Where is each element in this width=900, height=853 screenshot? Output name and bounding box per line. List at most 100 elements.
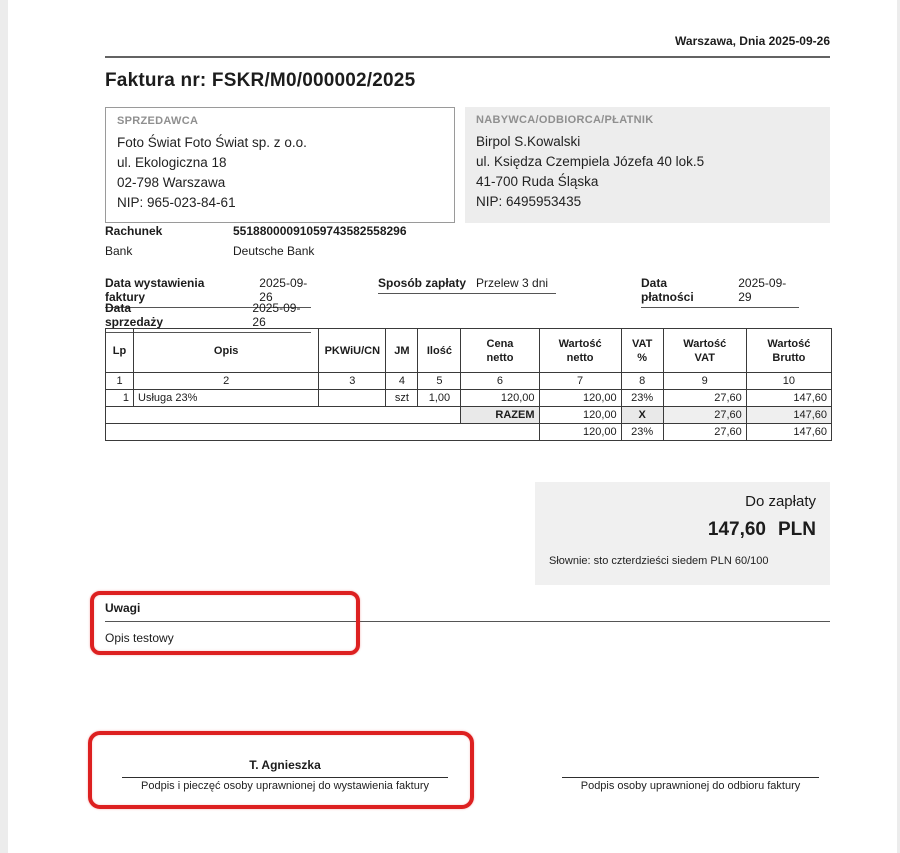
due-date-value: 2025-09-29 [738,276,787,304]
col-number: 8 [620,372,664,390]
amount-due: 147,60 PLN [549,519,816,541]
col-number: 2 [133,372,320,390]
notes-value: Opis testowy [105,631,174,645]
amount-due-label: Do zapłaty [745,493,816,510]
col-header-vat: VAT % [620,328,664,373]
receiver-signature-line [562,777,819,778]
breakdown-vat-rate: 23% [620,423,664,441]
col-number: 10 [745,372,833,390]
item-net-value: 120,00 [538,389,622,407]
col-header-jm: JM [385,328,419,373]
col-header-wartosc-brutto: Wartość Brutto [745,328,833,373]
issuer-signature-caption: Podpis i pieczęć osoby uprawnionej do wy… [141,780,429,792]
totals-vat-x: X [620,406,664,424]
issuer-signature-name: T. Agnieszka [249,758,321,772]
invoice-page: Warszawa, Dnia 2025-09-26 Faktura nr: FS… [8,0,897,853]
breakdown-vat-value: 27,60 [662,423,747,441]
col-header-wartosc-netto: Wartość netto [538,328,622,373]
vat-breakdown-spacer [105,423,540,441]
receiver-signature-spacer [562,753,819,777]
bank-name: Deutsche Bank [233,244,315,258]
bank-label: Bank [105,244,133,258]
issue-date-label: Data wystawienia faktury [105,276,205,304]
item-gross-value: 147,60 [745,389,833,407]
payment-method-label: Sposób zapłaty [378,276,467,290]
notes-label: Uwagi [105,601,830,622]
receiver-signature-block: Podpis osoby uprawnionej do odbioru fakt… [562,753,819,792]
col-number: 5 [417,372,462,390]
col-header-wartosc-vat: Wartość VAT [662,328,747,373]
item-pkwiu [318,389,387,407]
breakdown-gross-value: 147,60 [745,423,833,441]
sale-date-label: Data sprzedaży [105,301,164,329]
col-number: 7 [538,372,622,390]
col-number: 6 [460,372,540,390]
seller-nip: NIP: 965-023-84-61 [117,195,236,210]
sale-date-field: Data sprzedaży 2025-09-26 [105,301,311,333]
amount-due-currency: PLN [778,519,816,540]
col-header-opis: Opis [133,328,320,373]
bank-section: Rachunek 55188000091059743582558296 Bank… [105,224,407,264]
bank-name-row: Bank Deutsche Bank [105,244,407,258]
buyer-label: NABYWCA/ODBIORCA/PŁATNIK [476,114,654,126]
due-date-label: Data płatności [641,276,694,304]
buyer-street: ul. Księdza Czempiela Józefa 40 lok.5 [476,154,705,169]
col-header-lp: Lp [104,328,135,373]
totals-net-value: 120,00 [538,406,622,424]
breakdown-net-value: 120,00 [538,423,622,441]
totals-label: RAZEM [460,406,540,424]
seller-street: ul. Ekologiczna 18 [117,155,227,170]
notes-section: Uwagi Opis testowy [105,601,830,645]
receiver-signature-caption: Podpis osoby uprawnionej do odbioru fakt… [580,780,801,792]
bank-account-row: Rachunek 55188000091059743582558296 [105,224,407,238]
parties-section: SPRZEDAWCA Foto Świat Foto Świat sp. z o… [105,107,830,223]
totals-spacer [104,406,462,424]
vat-breakdown-row: 120,00 23% 27,60 147,60 [105,423,833,441]
col-number: 4 [385,372,419,390]
buyer-city: 41-700 Ruda Śląska [476,174,599,189]
seller-label: SPRZEDAWCA [117,115,199,127]
column-number-row: 1 2 3 4 5 6 7 8 9 10 [104,372,833,390]
account-number: 55188000091059743582558296 [233,224,407,238]
sale-date-value: 2025-09-26 [252,301,301,329]
col-header-ilosc: Ilość [417,328,462,373]
city-and-issue-date: Warszawa, Dnia 2025-09-26 [105,34,830,58]
seller-city: 02-798 Warszawa [117,175,226,190]
amount-in-words: Słownie: sto czterdzieści siedem PLN 60/… [549,555,769,567]
item-net-price: 120,00 [460,389,540,407]
item-row: 1 Usługa 23% szt 1,00 120,00 120,00 23% … [104,389,833,407]
due-date-field: Data płatności 2025-09-29 [641,276,799,308]
amount-due-value: 147,60 [707,519,766,540]
issue-date-value: 2025-09-26 [259,276,308,304]
item-quantity: 1,00 [417,389,462,407]
col-number: 9 [662,372,747,390]
issuer-signature-line [122,777,448,778]
seller-box: SPRZEDAWCA Foto Świat Foto Świat sp. z o… [105,107,455,223]
signatures-section: T. Agnieszka Podpis i pieczęć osoby upra… [105,753,830,803]
account-label: Rachunek [105,224,163,238]
items-table: Lp Opis PKWiU/CN JM Ilość Cena netto War… [104,328,833,441]
table-header-row: Lp Opis PKWiU/CN JM Ilość Cena netto War… [104,328,833,373]
item-vat-rate: 23% [620,389,664,407]
payment-summary-box: Do zapłaty 147,60 PLN Słownie: sto czterd… [535,482,830,585]
seller-name: Foto Świat Foto Świat sp. z o.o. [117,135,307,150]
invoice-title: Faktura nr: FSKR/M0/000002/2025 [105,70,416,91]
buyer-nip: NIP: 6495953435 [476,194,582,209]
dates-section: Data wystawienia faktury 2025-09-26 Spos… [105,276,830,333]
item-unit: szt [385,389,419,407]
col-header-pkwiu: PKWiU/CN [318,328,387,373]
buyer-box: NABYWCA/ODBIORCA/PŁATNIK Birpol S.Kowals… [465,107,830,223]
col-number: 1 [104,372,135,390]
col-number: 3 [318,372,387,390]
issuer-signature-block: T. Agnieszka Podpis i pieczęć osoby upra… [122,753,448,792]
buyer-name: Birpol S.Kowalski [476,134,581,149]
totals-row: RAZEM 120,00 X 27,60 147,60 [104,406,833,424]
payment-method-field: Sposób zapłaty Przelew 3 dni [378,276,556,294]
totals-gross-value: 147,60 [745,406,833,424]
issue-date-field: Data wystawienia faktury 2025-09-26 [105,276,311,308]
item-lp: 1 [104,389,135,407]
totals-vat-value: 27,60 [662,406,747,424]
col-header-cena-netto: Cena netto [460,328,540,373]
item-vat-value: 27,60 [662,389,747,407]
payment-method-value: Przelew 3 dni [476,276,549,290]
